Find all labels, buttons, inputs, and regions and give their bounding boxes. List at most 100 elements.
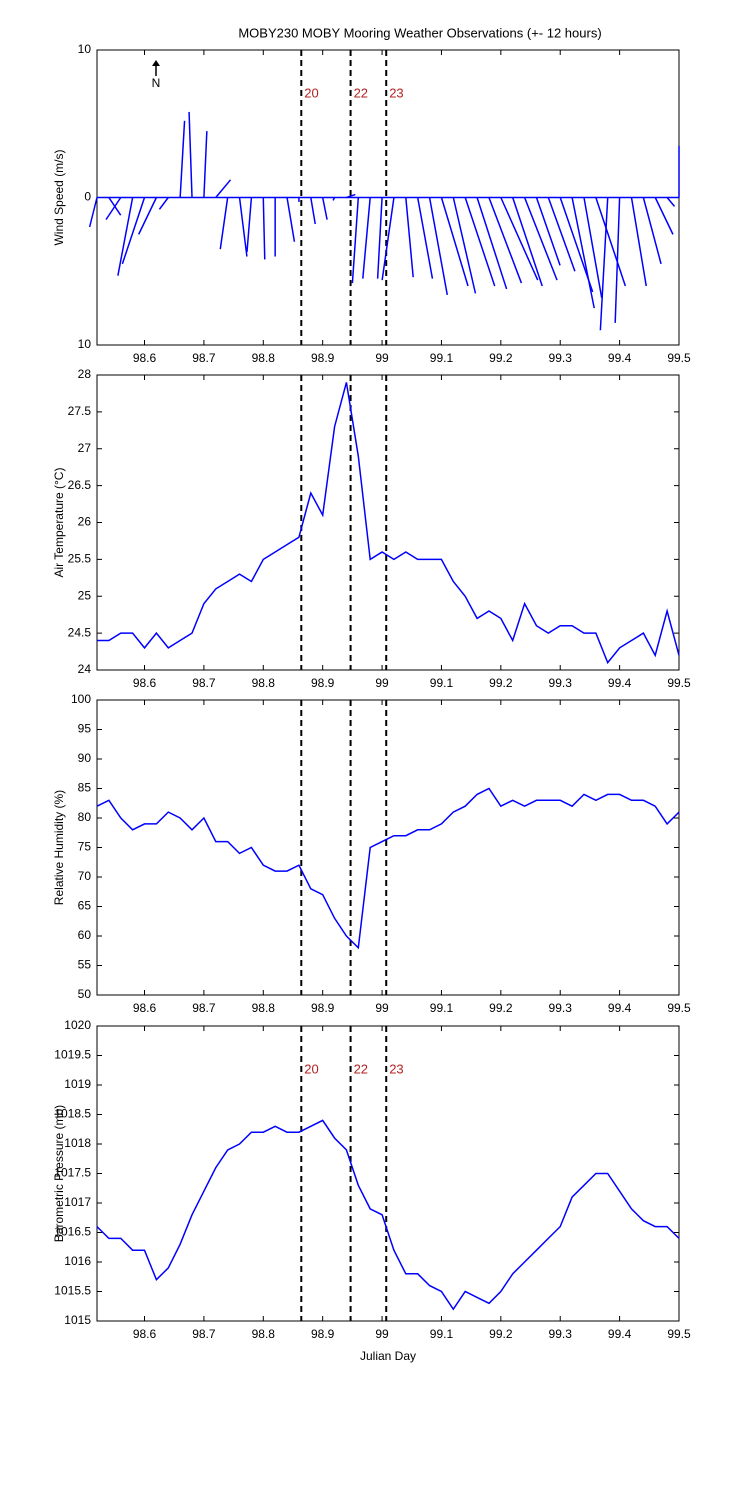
y-tick-label: 1017	[64, 1195, 91, 1209]
wind-stick	[362, 197, 371, 279]
y-tick-label: 80	[78, 810, 92, 824]
y-tick-label: 70	[78, 869, 92, 883]
x-tick-label: 99.5	[667, 1001, 691, 1015]
wind-stick	[215, 179, 232, 198]
event-label: 23	[389, 85, 403, 100]
wind-stick	[464, 197, 496, 287]
wind-stick	[376, 197, 383, 279]
x-tick-label: 98.7	[192, 1001, 216, 1015]
x-tick-label: 99.5	[667, 1327, 691, 1341]
wind-stick	[452, 197, 477, 294]
y-tick-label: 28	[78, 367, 92, 381]
y-tick-label: 95	[78, 722, 92, 736]
y-tick-label: 0	[84, 190, 91, 204]
y-tick-label: 75	[78, 840, 92, 854]
y-tick-label: 1020	[64, 1018, 91, 1032]
x-tick-label: 98.9	[311, 1327, 335, 1341]
wind-stick	[117, 197, 134, 276]
x-tick-label: 99.2	[489, 1001, 513, 1015]
wind-stick	[286, 197, 296, 242]
y-tick-label: 1016	[64, 1254, 91, 1268]
y-tick-label: 25	[78, 588, 92, 602]
y-tick-label: 27.5	[68, 404, 92, 418]
wind-stick	[246, 197, 253, 253]
event-label: 20	[304, 1061, 318, 1076]
y-tick-label: 90	[78, 751, 92, 765]
north-label: N	[152, 76, 161, 90]
wind-stick	[179, 120, 186, 198]
y-tick-label: 100	[71, 692, 91, 706]
wind-stick	[500, 197, 539, 281]
wind-stick	[583, 197, 603, 298]
x-tick-label: 98.6	[133, 676, 157, 690]
y-tick-label: 10	[78, 42, 92, 56]
x-tick-label: 99.4	[608, 351, 632, 365]
wind-stick	[642, 197, 662, 265]
x-tick-label: 99.3	[549, 1001, 573, 1015]
x-tick-label: 99.3	[549, 676, 573, 690]
wind-stick	[219, 197, 229, 250]
x-tick-label: 99.1	[430, 351, 454, 365]
y-tick-label: 1018.5	[54, 1107, 91, 1121]
y-tick-label: 55	[78, 958, 92, 972]
y-axis-label: Relative Humidity (%)	[52, 790, 66, 905]
wind-stick	[440, 197, 469, 287]
x-tick-label: 99.4	[608, 1001, 632, 1015]
x-tick-label: 99.2	[489, 351, 513, 365]
x-tick-label: 99.1	[430, 676, 454, 690]
chart-title: MOBY230 MOBY Mooring Weather Observation…	[238, 25, 601, 40]
x-tick-label: 99.5	[667, 351, 691, 365]
wind-stick	[654, 197, 674, 235]
x-tick-label: 98.7	[192, 676, 216, 690]
x-tick-label: 99	[375, 1001, 389, 1015]
x-tick-label: 99.3	[549, 1327, 573, 1341]
y-tick-label: 85	[78, 781, 92, 795]
y-tick-label: 24	[78, 662, 92, 676]
y-tick-label: 10	[78, 337, 92, 351]
wind-stick	[416, 197, 434, 279]
y-tick-label: 1017.5	[54, 1166, 91, 1180]
wind-stick	[188, 111, 193, 198]
y-tick-label: 1015.5	[54, 1284, 91, 1298]
y-tick-label: 1015	[64, 1313, 91, 1327]
x-tick-label: 98.8	[252, 351, 276, 365]
x-tick-label: 99	[375, 351, 389, 365]
y-axis-label: Wind Speed (m/s)	[52, 149, 66, 245]
x-tick-label: 99.3	[549, 351, 573, 365]
event-label: 23	[389, 1061, 403, 1076]
wind-stick	[158, 197, 169, 210]
wind-stick	[535, 197, 561, 266]
x-tick-label: 98.8	[252, 1001, 276, 1015]
north-arrowhead	[152, 60, 160, 66]
x-axis-label: Julian Day	[360, 1349, 416, 1363]
wind-stick	[571, 197, 595, 309]
wind-stick	[238, 197, 248, 257]
x-tick-label: 98.7	[192, 1327, 216, 1341]
x-tick-label: 98.9	[311, 676, 335, 690]
y-tick-label: 24.5	[68, 625, 92, 639]
x-tick-label: 98.7	[192, 351, 216, 365]
wind-stick	[523, 197, 558, 281]
wind-stick	[630, 197, 647, 287]
wind-stick	[121, 197, 146, 265]
data-line	[96, 787, 680, 950]
wind-stick	[599, 197, 609, 331]
wind-stick	[203, 131, 208, 198]
data-line	[96, 1119, 680, 1311]
x-tick-label: 99.2	[489, 1327, 513, 1341]
event-label: 22	[354, 1061, 368, 1076]
y-axis-label: Air Temperature (°C)	[52, 468, 66, 578]
x-tick-label: 99.5	[667, 676, 691, 690]
x-tick-label: 98.8	[252, 1327, 276, 1341]
x-tick-label: 98.6	[133, 1001, 157, 1015]
wind-stick	[488, 197, 523, 284]
y-tick-label: 25.5	[68, 552, 92, 566]
wind-stick	[547, 197, 576, 272]
x-tick-label: 98.9	[311, 1001, 335, 1015]
y-tick-label: 1019	[64, 1077, 91, 1091]
x-tick-label: 98.6	[133, 351, 157, 365]
wind-stick	[310, 197, 316, 225]
y-tick-label: 27	[78, 441, 92, 455]
